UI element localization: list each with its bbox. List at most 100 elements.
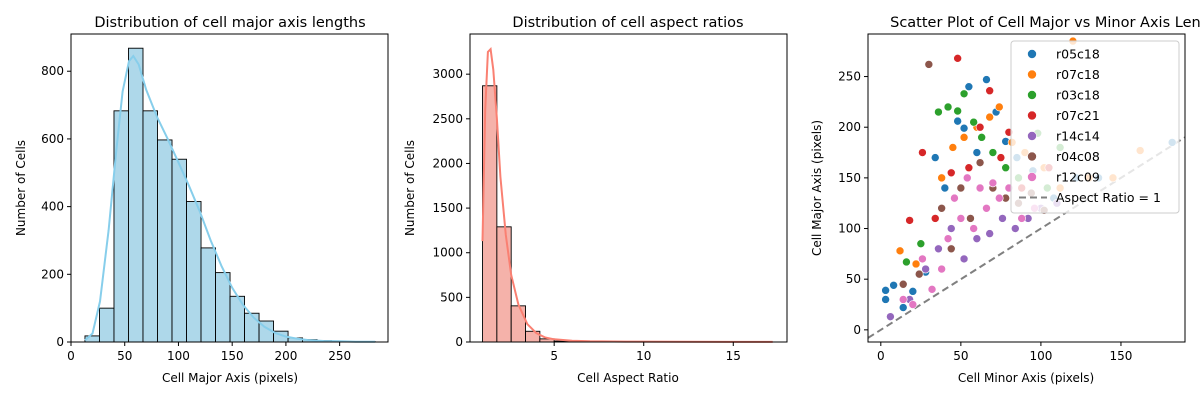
histogram-bar (171, 158, 187, 343)
scatter-point (924, 60, 934, 69)
scatter-point (966, 214, 975, 223)
legend-label: r12c09 (1056, 170, 1100, 185)
scatter-point (982, 203, 991, 213)
scatter-point (964, 163, 974, 173)
legend-label: r14c14 (1056, 129, 1100, 144)
y-tick-label: 1500 (432, 201, 463, 215)
x-axis-label: Cell Major Axis (pixels) (162, 371, 298, 385)
x-tick-label: 100 (1029, 349, 1052, 363)
scatter-point (985, 112, 994, 122)
scatter-point (943, 102, 953, 112)
scatter-point (946, 224, 956, 233)
y-tick-label: 2500 (432, 112, 463, 126)
y-tick-label: 200 (41, 267, 64, 281)
scatter-point (895, 246, 905, 256)
x-axis-label: Cell Aspect Ratio (577, 371, 679, 385)
axis-ticks: 5 10 15 0 500 1000 1500 2000 2500 3000 (432, 67, 740, 363)
legend-label: r07c18 (1056, 67, 1100, 82)
x-tick-label: 15 (726, 349, 741, 363)
y-tick-label: 0 (853, 323, 861, 337)
scatter-point (914, 269, 924, 279)
scatter-point (950, 193, 959, 203)
legend-label: r07c21 (1056, 108, 1100, 123)
legend-label: r03c18 (1056, 88, 1100, 103)
scatter-point (988, 178, 998, 188)
scatter-point (962, 173, 972, 183)
legend-marker (1027, 90, 1037, 100)
scatter-point (1001, 163, 1010, 173)
kde-curve (84, 54, 376, 343)
scatter-point (934, 107, 943, 117)
scatter-point (988, 148, 998, 157)
legend: r05c18 r07c18 r03c18 r07c21 r14c14 r04c08 r12c… (1010, 40, 1180, 214)
scatter-point (972, 234, 982, 243)
histogram-bar (215, 272, 231, 343)
scatter-point (959, 123, 969, 133)
y-tick-label: 50 (846, 272, 861, 286)
x-tick-label: 0 (877, 349, 885, 363)
scatter-point (969, 117, 978, 127)
chart-title: Distribution of cell major axis lengths (94, 15, 365, 31)
x-tick-label: 50 (117, 349, 132, 363)
y-tick-label: 200 (838, 120, 861, 134)
scatter-point (972, 148, 982, 157)
kde-curve (481, 47, 773, 343)
y-axis-label: Cell Major Axis (pixels) (810, 120, 824, 256)
y-tick-label: 400 (41, 200, 64, 214)
scatter-point (881, 286, 890, 295)
x-tick-label: 100 (167, 349, 190, 363)
scatter-point (969, 224, 978, 233)
y-axis-label: Number of Cells (403, 140, 417, 236)
scatter-point (918, 254, 927, 264)
legend-marker (1027, 69, 1037, 80)
kde-curve-layer (84, 54, 376, 343)
scatter-point (1010, 224, 1020, 233)
scatter-point (1017, 214, 1026, 223)
scatter-point (937, 173, 946, 183)
panel-aspect-ratio-histogram: Distribution of cell aspect ratios 5 10 15… (403, 15, 788, 385)
scatter-point (898, 303, 908, 312)
scatter-point (994, 102, 1004, 112)
legend-marker (1027, 49, 1037, 59)
chart-title: Scatter Plot of Cell Major vs Minor Axis… (890, 15, 1200, 31)
legend-marker (1027, 151, 1037, 162)
scatter-point (959, 133, 969, 142)
y-tick-label: 500 (440, 290, 463, 304)
histogram-bar (157, 139, 173, 343)
scatter-point (985, 86, 994, 96)
scatter-point (975, 122, 985, 132)
scatter-point (937, 203, 946, 213)
scatter-point (898, 279, 908, 289)
histogram-bars (84, 47, 376, 343)
legend-marker (1027, 131, 1037, 141)
y-tick-label: 0 (455, 335, 463, 349)
scatter-point (953, 116, 962, 126)
x-tick-label: 150 (221, 349, 244, 363)
legend-label: r04c08 (1056, 149, 1100, 164)
y-tick-label: 150 (838, 171, 861, 185)
scatter-point (946, 244, 956, 254)
scatter-point (956, 183, 966, 193)
y-tick-label: 600 (41, 132, 64, 146)
histogram-bar (186, 201, 202, 343)
histogram-bar (99, 307, 115, 343)
scatter-point (953, 106, 962, 116)
legend-label: r05c18 (1056, 47, 1100, 62)
scatter-point (998, 214, 1007, 223)
scatter-point (908, 287, 918, 296)
scatter-point (956, 214, 966, 223)
y-tick-label: 1000 (432, 246, 463, 260)
scatter-point (996, 153, 1006, 162)
scatter-point (889, 280, 898, 290)
x-tick-label: 150 (1110, 349, 1133, 363)
scatter-point (927, 285, 937, 294)
scatter-point (886, 312, 895, 321)
x-tick-label: 0 (67, 349, 75, 363)
histogram-bar (200, 247, 216, 343)
y-tick-label: 3000 (432, 67, 463, 81)
y-tick-label: 800 (41, 64, 64, 78)
scatter-point (985, 229, 994, 238)
scatter-point (994, 193, 1004, 203)
y-tick-label: 250 (838, 70, 861, 84)
histogram-bar (510, 305, 526, 343)
